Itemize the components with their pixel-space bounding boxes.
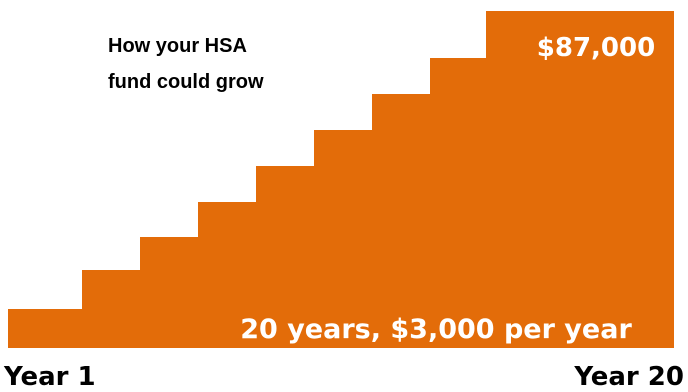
growth-staircase <box>8 11 674 348</box>
chart-title-line-2: fund could grow <box>108 71 264 93</box>
chart-title-line-1: How your HSA <box>108 35 247 57</box>
x-axis-start-label: Year 1 <box>3 362 96 392</box>
x-axis-end-label: Year 20 <box>573 362 684 392</box>
final-value-label: $87,000 <box>537 33 655 63</box>
summary-label: 20 years, $3,000 per year <box>240 314 632 345</box>
